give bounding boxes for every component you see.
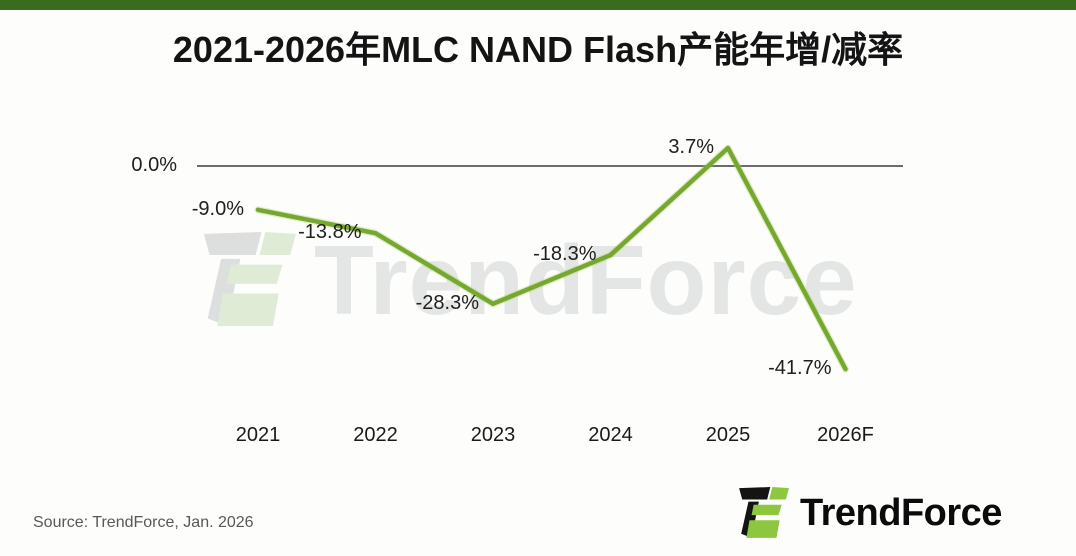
x-tick-2022: 2022 (353, 424, 398, 446)
trendforce-logo: TrendForce (735, 486, 1002, 540)
trendforce-logo-icon (739, 487, 789, 538)
data-label-2026F: -41.7% (768, 357, 832, 380)
x-tick-2026F: 2026F (817, 424, 874, 446)
x-tick-2023: 2023 (470, 424, 516, 446)
zero-axis-label: 0.0% (131, 154, 177, 176)
data-label-2024: -18.3% (533, 243, 597, 266)
top-accent-bar (0, 0, 1076, 10)
series-line (255, 145, 848, 372)
data-label-2025: 3.7% (668, 135, 714, 158)
data-label-2021: -9.0% (191, 197, 244, 220)
data-label-2023: -28.3% (415, 291, 479, 314)
x-tick-2021: 2021 (235, 424, 281, 446)
data-label-2022: -13.8% (298, 221, 362, 244)
page-title: 2021-2026年MLC NAND Flash产能年增/减率 (172, 29, 904, 70)
x-tick-2024: 2024 (588, 424, 633, 446)
trendforce-logo-text: TrendForce (800, 492, 1002, 534)
source-note: Source: TrendForce, Jan. 2026 (33, 514, 254, 531)
x-tick-2025: 2025 (705, 424, 751, 446)
